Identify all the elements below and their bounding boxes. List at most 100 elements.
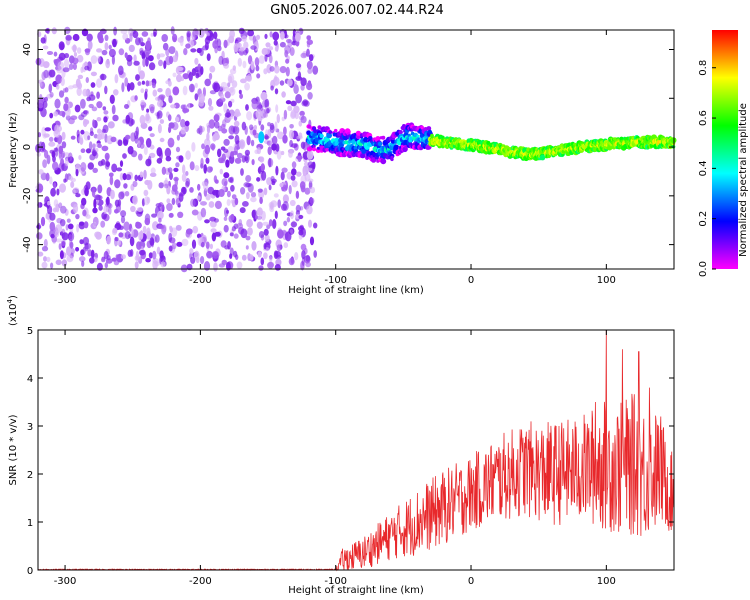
noise-speckle xyxy=(260,124,265,131)
noise-speckle xyxy=(50,233,55,239)
noise-speckle xyxy=(112,114,119,122)
noise-speckle xyxy=(272,135,278,145)
noise-speckle xyxy=(47,205,53,215)
noise-speckle xyxy=(291,180,298,188)
noise-speckle xyxy=(145,258,151,263)
noise-speckle xyxy=(84,65,90,71)
noise-speckle xyxy=(206,132,210,141)
noise-speckle xyxy=(277,199,282,209)
noise-speckle xyxy=(264,234,270,242)
noise-speckle xyxy=(78,155,82,160)
x-tick-label: -300 xyxy=(54,275,77,286)
noise-speckle xyxy=(62,67,70,73)
noise-speckle xyxy=(294,252,299,261)
noise-speckle xyxy=(230,184,235,192)
noise-speckle xyxy=(262,221,269,226)
noise-speckle xyxy=(255,34,261,40)
noise-speckle xyxy=(122,173,127,181)
noise-speckle xyxy=(90,82,96,88)
noise-speckle xyxy=(240,228,248,239)
noise-speckle xyxy=(114,179,121,189)
noise-speckle xyxy=(251,241,257,251)
noise-speckle xyxy=(200,207,207,218)
noise-speckle xyxy=(100,73,105,81)
noise-speckle xyxy=(140,88,145,94)
noise-speckle xyxy=(295,190,300,199)
noise-speckle xyxy=(276,244,282,252)
noise-speckle xyxy=(258,231,265,238)
noise-speckle xyxy=(283,220,288,227)
signal-cell xyxy=(381,135,386,140)
noise-speckle xyxy=(138,153,143,161)
noise-speckle xyxy=(191,239,197,249)
noise-speckle xyxy=(46,51,54,55)
noise-speckle xyxy=(306,167,313,172)
noise-speckle xyxy=(251,100,259,110)
noise-speckle xyxy=(53,51,58,57)
spectrogram-heatmap xyxy=(35,26,677,273)
noise-speckle xyxy=(234,134,240,145)
noise-speckle xyxy=(204,78,211,87)
noise-speckle xyxy=(57,61,65,70)
x-tick-label: -300 xyxy=(54,576,77,587)
noise-speckle xyxy=(194,93,199,101)
noise-speckle xyxy=(43,238,48,248)
noise-speckle xyxy=(208,119,216,129)
noise-speckle xyxy=(75,247,80,252)
noise-speckle xyxy=(114,237,119,242)
noise-speckle xyxy=(96,101,103,109)
noise-speckle xyxy=(209,166,213,172)
noise-speckle xyxy=(238,27,245,35)
noise-speckle xyxy=(223,103,228,114)
noise-speckle xyxy=(76,87,82,97)
noise-speckle xyxy=(168,125,172,134)
noise-speckle xyxy=(260,257,265,266)
colorbar-tick-label: 0.4 xyxy=(698,160,709,176)
noise-speckle xyxy=(239,46,245,52)
noise-speckle xyxy=(180,127,186,135)
noise-speckle xyxy=(151,213,157,218)
signal-cell xyxy=(325,148,329,152)
noise-speckle xyxy=(245,235,251,241)
noise-speckle xyxy=(123,221,130,231)
noise-speckle xyxy=(90,55,98,64)
noise-speckle xyxy=(284,50,289,58)
noise-speckle xyxy=(189,161,195,171)
noise-speckle xyxy=(49,112,54,119)
noise-speckle xyxy=(280,31,285,40)
noise-speckle xyxy=(87,162,95,170)
noise-speckle xyxy=(205,193,211,201)
noise-speckle xyxy=(275,165,279,176)
noise-speckle xyxy=(49,212,56,221)
noise-speckle xyxy=(136,241,142,250)
noise-speckle xyxy=(76,223,80,233)
noise-speckle xyxy=(164,183,169,189)
noise-speckle xyxy=(43,133,50,138)
noise-speckle xyxy=(127,249,133,257)
noise-speckle xyxy=(141,31,149,37)
noise-speckle xyxy=(228,75,233,84)
colorbar-label: Normalized spectral amplitude xyxy=(738,103,749,257)
noise-speckle xyxy=(221,128,228,134)
noise-speckle xyxy=(119,160,124,168)
noise-speckle xyxy=(185,150,191,160)
noise-speckle xyxy=(140,99,145,106)
noise-speckle xyxy=(104,262,109,269)
noise-speckle xyxy=(264,98,270,109)
noise-speckle xyxy=(285,58,290,64)
noise-speckle xyxy=(220,158,226,164)
noise-speckle xyxy=(82,209,87,217)
noise-speckle xyxy=(238,139,246,150)
noise-speckle xyxy=(53,147,58,152)
noise-speckle xyxy=(234,157,242,164)
noise-speckle xyxy=(44,96,48,102)
noise-speckle xyxy=(181,238,189,247)
noise-speckle xyxy=(306,82,313,91)
noise-speckle xyxy=(48,69,56,78)
noise-speckle xyxy=(290,221,298,228)
noise-speckle xyxy=(53,182,57,189)
noise-speckle xyxy=(146,227,151,237)
noise-speckle xyxy=(274,121,278,132)
noise-speckle xyxy=(195,72,200,79)
